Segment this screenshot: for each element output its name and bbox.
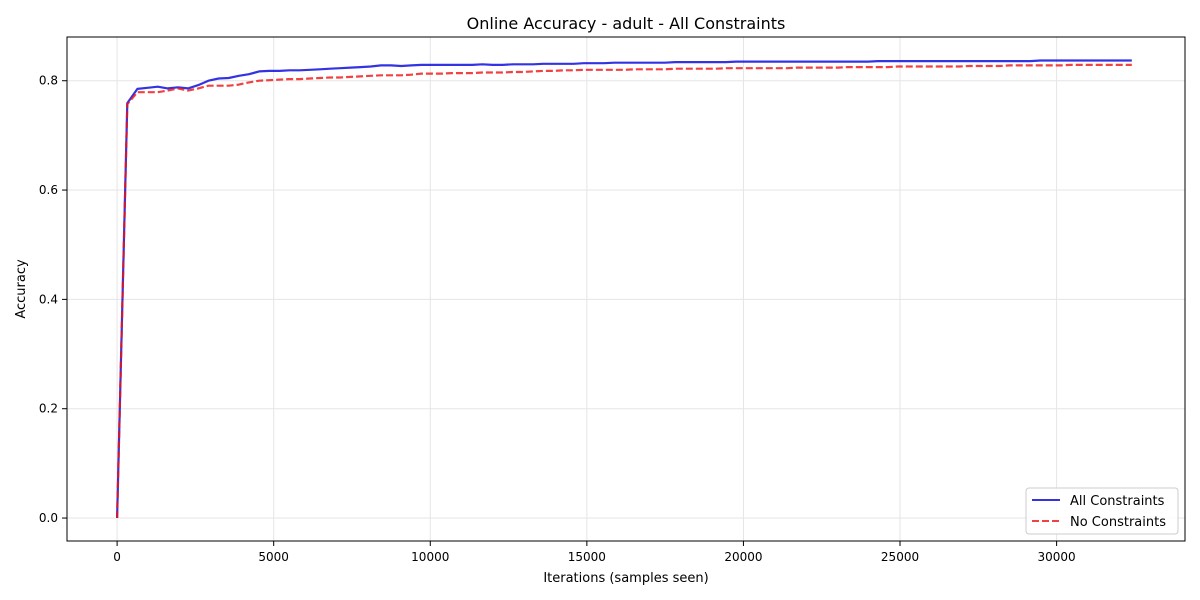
series-line-no-constraints — [116, 63, 1132, 519]
y-axis-ticks: 0.0 0.2 0.4 0.6 0.8 — [39, 74, 67, 525]
chart-title: Online Accuracy - adult - All Constraint… — [467, 14, 786, 33]
x-axis-ticks: 0 5000 10000 15000 20000 25000 30000 — [113, 541, 1076, 564]
grid-lines — [67, 37, 1185, 541]
legend-box — [1025, 487, 1179, 535]
y-tick-label: 0.4 — [39, 292, 58, 306]
y-tick-label: 0.2 — [39, 402, 58, 416]
x-tick-label: 15000 — [568, 550, 606, 564]
plot-frame — [66, 36, 1186, 542]
x-tick-label: 10000 — [411, 550, 449, 564]
x-tick-label: 30000 — [1038, 550, 1076, 564]
series-layer — [116, 59, 1132, 519]
legend-label-all-constraints: All Constraints — [1070, 494, 1165, 509]
x-tick-label: 0 — [113, 550, 121, 564]
legend-label-no-constraints: No Constraints — [1070, 515, 1166, 530]
legend: All Constraints No Constraints — [1025, 487, 1179, 535]
x-tick-label: 5000 — [258, 550, 289, 564]
x-tick-label: 25000 — [881, 550, 919, 564]
x-axis-label: Iterations (samples seen) — [543, 571, 708, 586]
series-line-all-constraints — [116, 59, 1132, 519]
y-axis-label: Accuracy — [14, 259, 29, 319]
y-tick-label: 0.0 — [39, 511, 58, 525]
y-tick-label: 0.6 — [39, 183, 58, 197]
x-tick-label: 20000 — [724, 550, 762, 564]
y-tick-label: 0.8 — [39, 74, 58, 88]
